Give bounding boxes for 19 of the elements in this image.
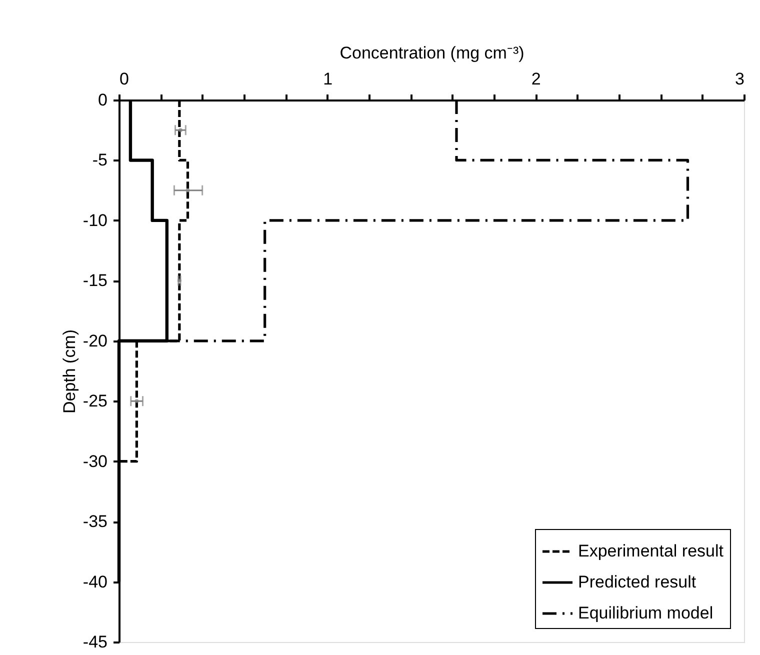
legend-label: Experimental result bbox=[578, 542, 724, 560]
y-tick-label: -20 bbox=[82, 331, 108, 350]
y-tick-label: -25 bbox=[82, 392, 108, 411]
y-axis-title: Depth (cm) bbox=[60, 329, 79, 414]
x-axis-title: Concentration (mg cm⁻³) bbox=[340, 44, 524, 62]
legend-label: Predicted result bbox=[578, 572, 696, 592]
legend-label: Equilibrium model bbox=[578, 604, 714, 622]
y-tick-label: -40 bbox=[82, 572, 108, 592]
x-tick-label: 3 bbox=[735, 70, 744, 88]
y-tick-label: -10 bbox=[82, 210, 108, 230]
x-tick-label: 1 bbox=[323, 70, 333, 88]
y-tick-label: -5 bbox=[92, 150, 108, 170]
y-tick-label: -45 bbox=[82, 632, 108, 652]
x-tick-label: 0 bbox=[120, 70, 129, 88]
y-tick-label: -15 bbox=[82, 271, 108, 290]
y-tick-label: -35 bbox=[82, 512, 108, 532]
y-tick-label: 0 bbox=[98, 90, 108, 110]
x-tick-label: 2 bbox=[531, 70, 541, 88]
y-tick-label: -30 bbox=[82, 452, 108, 471]
